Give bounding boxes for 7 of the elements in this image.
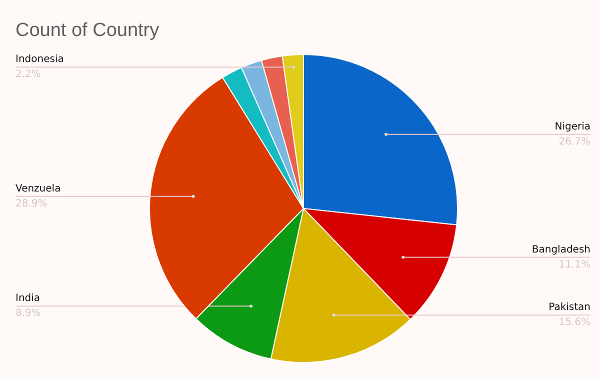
chart-title: Count of Country	[16, 20, 160, 41]
slice-label: Indonesia	[16, 54, 64, 66]
slice-label: Venzuela	[16, 183, 61, 194]
slice-label: Bangladesh	[532, 244, 591, 256]
slice-label: Pakistan	[548, 302, 590, 314]
slice-label: Nigeria	[554, 121, 591, 132]
slice-label: India	[16, 293, 40, 304]
